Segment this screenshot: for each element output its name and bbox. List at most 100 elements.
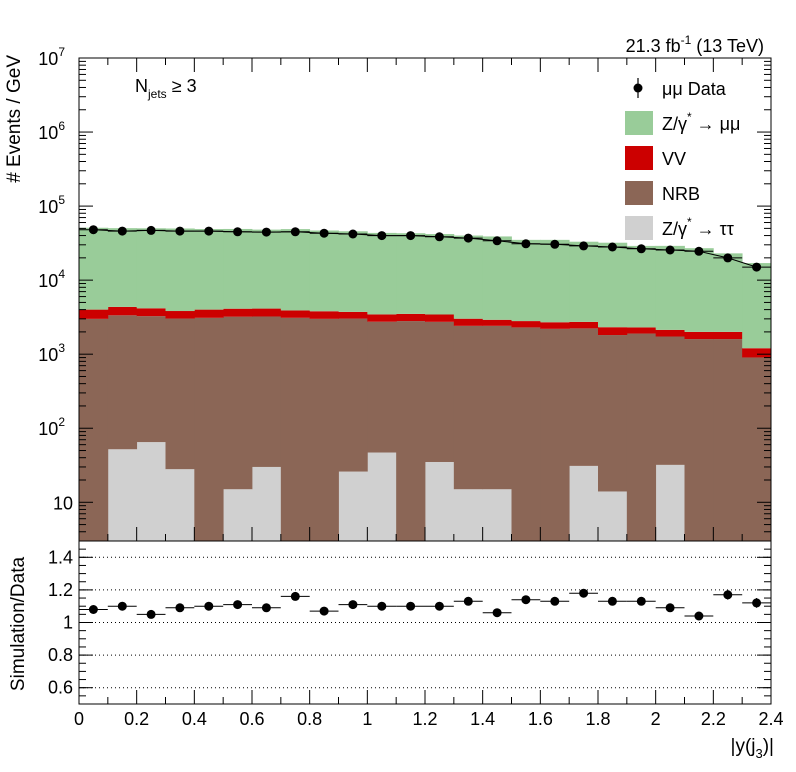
data-point-20 bbox=[665, 245, 675, 255]
ratio-point-19 bbox=[636, 596, 646, 606]
ratio-point-23 bbox=[752, 598, 762, 608]
lumi-sup: -1 bbox=[681, 33, 692, 47]
data-point-4 bbox=[204, 226, 214, 236]
legend-label-4: Z/γ* → ττ bbox=[662, 215, 734, 239]
bar-vv-16 bbox=[540, 322, 570, 329]
y-tick-label-0: 10 bbox=[53, 493, 73, 513]
x-tick-label-5: 1 bbox=[362, 709, 372, 729]
bar-z--3 bbox=[165, 469, 195, 541]
legend-label-0: μμ Data bbox=[662, 79, 727, 99]
legend-label-2: VV bbox=[662, 149, 686, 169]
lumi-main: 21.3 fb bbox=[626, 36, 681, 56]
luminosity-label: 21.3 fb-1 (13 TeV) bbox=[626, 33, 764, 56]
ratio-grid bbox=[79, 556, 771, 689]
bar-vv-23 bbox=[742, 348, 772, 358]
bar-vv-12 bbox=[425, 314, 455, 322]
bar-vv-4 bbox=[194, 309, 224, 318]
main-y-ticks: 10 102 103 104 105 106 107 bbox=[38, 45, 771, 542]
x-tick-label-8: 1.6 bbox=[528, 709, 553, 729]
data-point-16 bbox=[550, 239, 560, 249]
bar-nrb-0 bbox=[79, 318, 109, 541]
data-point-12 bbox=[434, 232, 444, 242]
x-tick-label-1: 0.2 bbox=[124, 709, 149, 729]
bar-nrb-15 bbox=[511, 327, 541, 541]
ratio-point-5 bbox=[233, 600, 243, 610]
ratio-point-7 bbox=[290, 591, 300, 601]
bar-z--11 bbox=[396, 233, 426, 314]
data-point-3 bbox=[175, 226, 185, 236]
ratio-y-tick-label-4: 1.4 bbox=[48, 547, 73, 567]
bar-z--13 bbox=[453, 235, 484, 319]
x-tick-label-0: 0 bbox=[74, 709, 84, 729]
data-point-15 bbox=[521, 239, 531, 249]
bar-z--16 bbox=[540, 239, 570, 323]
bar-z--10 bbox=[367, 232, 397, 315]
bar-nrb-18 bbox=[598, 335, 628, 492]
x-tick-label-4: 0.8 bbox=[297, 709, 322, 729]
bar-z--23 bbox=[742, 263, 772, 349]
bar-nrb-23 bbox=[742, 357, 772, 541]
bar-nrb-9 bbox=[338, 318, 368, 472]
bar-z--14 bbox=[482, 489, 512, 541]
bar-nrb-10 bbox=[367, 321, 397, 453]
ratio-point-8 bbox=[319, 606, 329, 616]
bar-nrb-20 bbox=[655, 336, 685, 465]
bar-z--12 bbox=[425, 462, 455, 541]
data-point-7 bbox=[290, 227, 300, 237]
bar-vv-19 bbox=[626, 327, 657, 334]
y-tick-label-5: 106 bbox=[38, 119, 65, 143]
bar-nrb-17 bbox=[569, 328, 599, 466]
bar-nrb-3 bbox=[165, 318, 195, 470]
bar-z--17 bbox=[569, 465, 599, 541]
data-point-2 bbox=[146, 225, 156, 235]
ratio-point-20 bbox=[665, 603, 675, 613]
lumi-rest: (13 TeV) bbox=[691, 36, 764, 56]
bar-z--14 bbox=[482, 236, 512, 320]
bar-z--5 bbox=[223, 228, 253, 309]
data-point-0 bbox=[88, 225, 98, 235]
bar-vv-5 bbox=[223, 308, 253, 317]
ratio-x-ticks: 0 0.2 0.4 0.6 0.8 1 1.2 1.4 1.6 1.8 2 2.2 2.4 bbox=[74, 690, 784, 729]
data-point-8 bbox=[319, 228, 329, 238]
y-tick-label-1: 102 bbox=[38, 415, 65, 439]
ratio-point-21 bbox=[694, 611, 704, 621]
bar-vv-6 bbox=[252, 308, 282, 317]
data-point-19 bbox=[636, 244, 646, 254]
bar-nrb-21 bbox=[684, 339, 714, 541]
bar-nrb-4 bbox=[194, 317, 224, 541]
data-point-23 bbox=[752, 262, 762, 272]
bar-z--12 bbox=[425, 234, 455, 315]
bar-z--6 bbox=[252, 466, 282, 541]
stacked-bars bbox=[79, 227, 772, 541]
bar-z--20 bbox=[655, 464, 685, 541]
ratio-point-9 bbox=[348, 600, 358, 610]
main-panel: 10 102 103 104 105 106 107 bbox=[38, 45, 772, 542]
bar-vv-0 bbox=[79, 309, 109, 319]
bar-vv-17 bbox=[569, 321, 599, 329]
bar-vv-9 bbox=[338, 311, 368, 319]
ratio-panel: 0.6 0.8 1 1.2 1.4 0 0.2 0.4 0.6 0.8 1 1.2 1.4 1.6 1.8… bbox=[48, 540, 784, 729]
bar-nrb-1 bbox=[107, 315, 138, 450]
ratio-point-2 bbox=[146, 609, 156, 619]
bar-z--1 bbox=[107, 228, 138, 307]
bar-nrb-11 bbox=[396, 321, 426, 541]
bar-vv-18 bbox=[598, 327, 628, 336]
bar-z--18 bbox=[598, 491, 628, 541]
ratio-point-12 bbox=[434, 601, 444, 611]
data-points bbox=[79, 225, 771, 272]
bar-vv-3 bbox=[165, 311, 195, 319]
ratio-point-14 bbox=[492, 608, 502, 618]
bar-nrb-7 bbox=[280, 317, 311, 541]
main-x-ticks bbox=[78, 58, 772, 541]
ratio-y-tick-label-1: 0.8 bbox=[48, 645, 73, 665]
legend-swatch-4 bbox=[625, 216, 653, 240]
bar-nrb-19 bbox=[626, 333, 657, 541]
x-tick-label-12: 2.4 bbox=[758, 709, 783, 729]
annot-sub: jets bbox=[147, 87, 167, 101]
y-tick-label-2: 103 bbox=[38, 341, 65, 365]
bar-z--9 bbox=[338, 471, 368, 541]
bar-z--18 bbox=[598, 242, 628, 328]
bar-z--15 bbox=[511, 239, 541, 322]
legend-marker bbox=[633, 83, 643, 93]
